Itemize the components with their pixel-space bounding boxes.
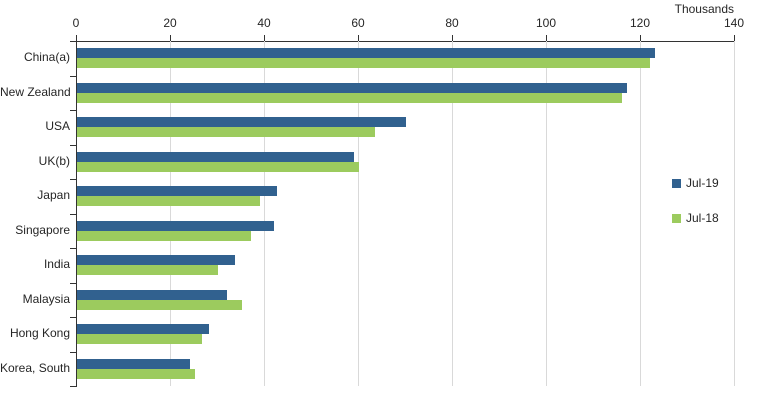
y-axis-tick — [70, 75, 76, 77]
x-axis-tick — [733, 35, 735, 41]
legend-item-jul19: Jul-19 — [672, 176, 719, 190]
x-axis-line — [76, 41, 735, 42]
y-axis-tick — [70, 282, 76, 284]
category-label: Hong Kong — [9, 326, 70, 341]
bar-jul-19 — [77, 48, 656, 58]
category-label: Korea, South — [0, 360, 71, 375]
legend-swatch-jul19 — [672, 178, 681, 188]
x-axis-tick-label: 100 — [535, 16, 557, 30]
bar-jul-18 — [77, 196, 261, 206]
x-axis-tick-label: 120 — [629, 16, 651, 30]
x-axis-tick-label: 0 — [72, 16, 80, 30]
legend: Jul-19 Jul-18 — [672, 176, 719, 246]
legend-swatch-jul18 — [672, 213, 681, 223]
y-axis-tick — [70, 317, 76, 318]
y-axis-tick — [70, 179, 76, 180]
bar-jul-19 — [77, 82, 627, 93]
bar-jul-18 — [77, 368, 195, 379]
y-axis-tick — [70, 351, 76, 353]
x-axis-tick-label: 20 — [163, 16, 177, 30]
category-label: Malaysia — [22, 291, 70, 306]
gridline-20 — [169, 41, 171, 386]
category-label: Japan — [37, 188, 70, 203]
x-axis-tick — [263, 35, 265, 41]
bar-jul-19 — [77, 220, 275, 231]
x-axis-tick-label: 80 — [445, 16, 459, 30]
y-axis-tick — [70, 213, 76, 215]
bar-jul-19 — [77, 186, 277, 196]
category-label: Singapore — [15, 222, 70, 237]
bar-jul-18 — [77, 127, 376, 137]
bar-jul-19 — [77, 255, 235, 265]
x-axis-tick — [545, 35, 547, 41]
category-label: India — [43, 257, 70, 272]
y-axis-tick — [70, 41, 76, 42]
gridline-80 — [451, 41, 453, 386]
legend-label-jul18: Jul-18 — [686, 211, 719, 225]
x-axis-tick — [169, 35, 171, 41]
y-axis-tick — [70, 248, 76, 249]
bar-jul-18 — [77, 299, 242, 310]
y-axis-tick — [70, 144, 76, 146]
legend-item-jul18: Jul-18 — [672, 211, 719, 225]
bar-jul-18 — [77, 230, 251, 241]
x-axis-tick-label: 60 — [351, 16, 365, 30]
bar-jul-19 — [77, 151, 355, 162]
gridline-140 — [733, 41, 735, 386]
x-axis-tick — [639, 35, 641, 41]
category-label: UK(b) — [38, 153, 70, 168]
gridline-60 — [357, 41, 359, 386]
category-label: China(a) — [23, 50, 70, 65]
y-axis-tick — [70, 386, 76, 387]
bar-jul-18 — [77, 161, 359, 172]
y-axis-tick — [70, 110, 76, 111]
bar-jul-19 — [77, 358, 190, 369]
x-axis-tick-label: 40 — [257, 16, 271, 30]
bar-jul-18 — [77, 92, 623, 103]
gridline-120 — [639, 41, 641, 386]
x-axis-tick — [75, 35, 77, 41]
gridline-100 — [545, 41, 547, 386]
x-axis-tick — [451, 35, 453, 41]
bar-jul-19 — [77, 117, 406, 127]
x-axis-tick — [357, 35, 359, 41]
bar-jul-18 — [77, 58, 651, 68]
x-axis-tick-label: 140 — [723, 16, 745, 30]
category-label: New Zealand — [0, 84, 71, 99]
y-axis-line — [76, 41, 77, 387]
gridline-40 — [263, 41, 265, 386]
bar-jul-19 — [77, 289, 228, 300]
bar-jul-18 — [77, 265, 218, 275]
axis-unit-label: Thousands — [674, 2, 734, 16]
category-label: USA — [45, 119, 70, 134]
bar-jul-19 — [77, 324, 209, 334]
legend-label-jul19: Jul-19 — [686, 176, 719, 190]
bar-jul-18 — [77, 334, 202, 344]
